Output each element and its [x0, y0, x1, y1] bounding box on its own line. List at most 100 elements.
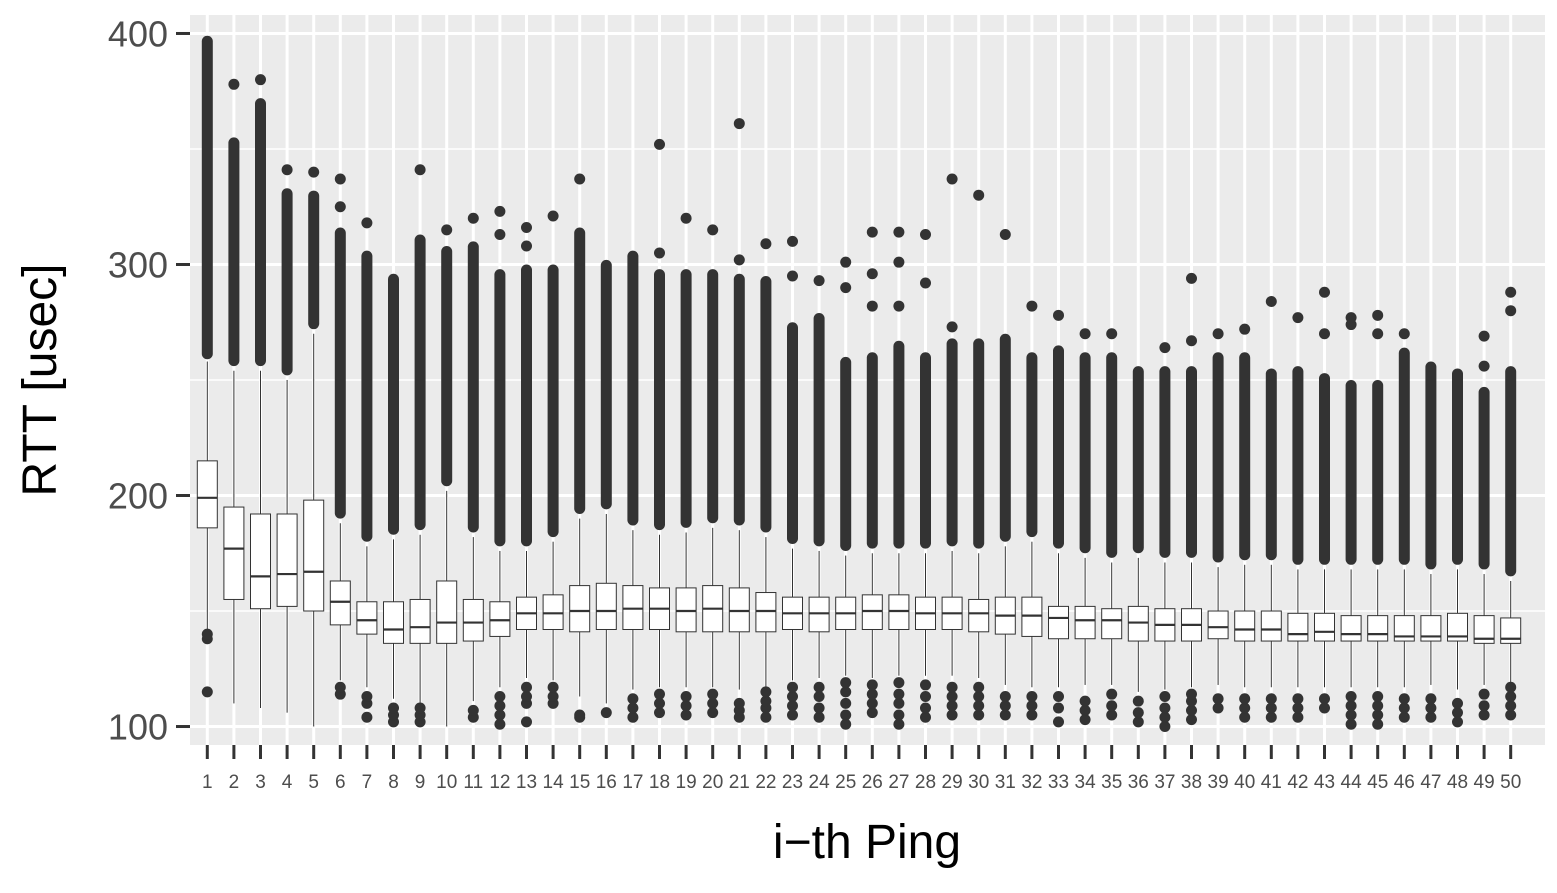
- outlier-point: [680, 709, 692, 721]
- outlier-point: [866, 707, 878, 719]
- outlier-point: [255, 74, 266, 86]
- outlier-point: [494, 718, 506, 730]
- outlier-point: [920, 711, 931, 723]
- x-tick-label: 32: [1021, 772, 1042, 793]
- outlier-point: [1319, 702, 1330, 714]
- y-tick-label: 400: [108, 13, 168, 54]
- outlier-point: [1159, 711, 1171, 723]
- outlier-point: [787, 690, 798, 702]
- outlier-point: [760, 238, 772, 250]
- outlier-band-high: [840, 356, 852, 551]
- outlier-point: [654, 697, 665, 709]
- outlier-point: [1159, 690, 1171, 702]
- outlier-point: [1186, 714, 1197, 726]
- outlier-point: [1505, 681, 1517, 693]
- box-10: [436, 224, 458, 727]
- outlier-point: [1372, 718, 1384, 730]
- outlier-point: [467, 212, 479, 224]
- outlier-point: [1345, 700, 1357, 712]
- outlier-point: [521, 240, 532, 252]
- box-2: [223, 78, 245, 704]
- outlier-band-high: [1398, 347, 1410, 565]
- x-tick-label: 27: [888, 772, 909, 793]
- outlier-point: [893, 300, 905, 312]
- outlier-point: [920, 702, 931, 714]
- outlier-point: [1026, 709, 1038, 721]
- box-iqr: [1420, 615, 1442, 642]
- outlier-point: [1478, 709, 1490, 721]
- outlier-point: [361, 690, 373, 702]
- outlier-point: [1239, 323, 1251, 335]
- outlier-band-high: [308, 190, 320, 330]
- outlier-point: [1505, 305, 1517, 317]
- box-iqr: [1314, 612, 1335, 642]
- x-tick-label: 30: [968, 772, 989, 793]
- box-iqr: [1500, 617, 1522, 644]
- outlier-point: [1505, 709, 1517, 721]
- outlier-point: [388, 702, 399, 714]
- x-tick-label: 44: [1341, 772, 1363, 793]
- box-iqr: [622, 585, 644, 630]
- outlier-point: [1478, 700, 1490, 712]
- x-tick-label: 19: [676, 772, 697, 793]
- outlier-point: [1398, 702, 1410, 714]
- outlier-point: [1079, 704, 1091, 716]
- outlier-point: [1372, 328, 1384, 340]
- box-35: [1101, 328, 1123, 721]
- box-iqr: [861, 594, 883, 630]
- outlier-band-high: [787, 322, 798, 545]
- outlier-point: [441, 224, 453, 236]
- outlier-band-high: [973, 338, 985, 549]
- box-20: [702, 224, 724, 719]
- box-iqr: [1101, 608, 1123, 640]
- outlier-point: [787, 709, 798, 721]
- y-tick-label: 200: [108, 476, 168, 517]
- outlier-point: [1265, 702, 1277, 714]
- outlier-point: [1452, 697, 1463, 709]
- outlier-point: [1452, 707, 1463, 719]
- outlier-point: [627, 702, 639, 714]
- x-tick-label: 10: [436, 772, 457, 793]
- outlier-band-high: [1478, 386, 1490, 570]
- x-tick-label: 50: [1500, 772, 1521, 793]
- x-tick-label: 13: [516, 772, 537, 793]
- box-iqr: [1287, 612, 1309, 642]
- outlier-band-high: [1053, 345, 1064, 549]
- box-iqr: [329, 580, 351, 626]
- box-iqr: [1021, 596, 1043, 637]
- outlier-point: [946, 173, 958, 185]
- box-iqr: [1074, 605, 1096, 640]
- outlier-point: [600, 707, 612, 719]
- x-tick-label: 47: [1420, 772, 1441, 793]
- outlier-point: [946, 321, 958, 333]
- outlier-point: [946, 700, 958, 712]
- x-tick-label: 3: [255, 772, 266, 793]
- outlier-point: [1132, 716, 1144, 728]
- outlier-point: [787, 681, 798, 693]
- outlier-band-high: [680, 269, 692, 528]
- x-tick-label: 2: [229, 772, 240, 793]
- box-iqr: [276, 513, 298, 607]
- outlier-point: [1265, 295, 1277, 307]
- outlier-band-high: [946, 338, 958, 547]
- x-tick-label: 16: [596, 772, 617, 793]
- outlier-band-high: [494, 269, 506, 547]
- outlier-point: [920, 690, 931, 702]
- outlier-band-high: [547, 264, 559, 538]
- box-iqr: [1207, 610, 1229, 640]
- outlier-point: [840, 282, 852, 294]
- x-tick-label: 18: [649, 772, 670, 793]
- box-15: [569, 173, 591, 723]
- outlier-point: [973, 189, 985, 201]
- outlier-band-high: [1239, 352, 1251, 561]
- outlier-band-high: [1026, 352, 1038, 538]
- outlier-point: [1292, 312, 1304, 324]
- outlier-point: [760, 695, 772, 707]
- outlier-point: [707, 688, 719, 700]
- x-tick-label: 43: [1314, 772, 1335, 793]
- x-tick-label: 23: [782, 772, 803, 793]
- x-tick-label: 20: [702, 772, 723, 793]
- x-tick-label: 15: [569, 772, 590, 793]
- y-axis: 100 200 300 400: [108, 13, 190, 748]
- outlier-point: [1159, 721, 1171, 733]
